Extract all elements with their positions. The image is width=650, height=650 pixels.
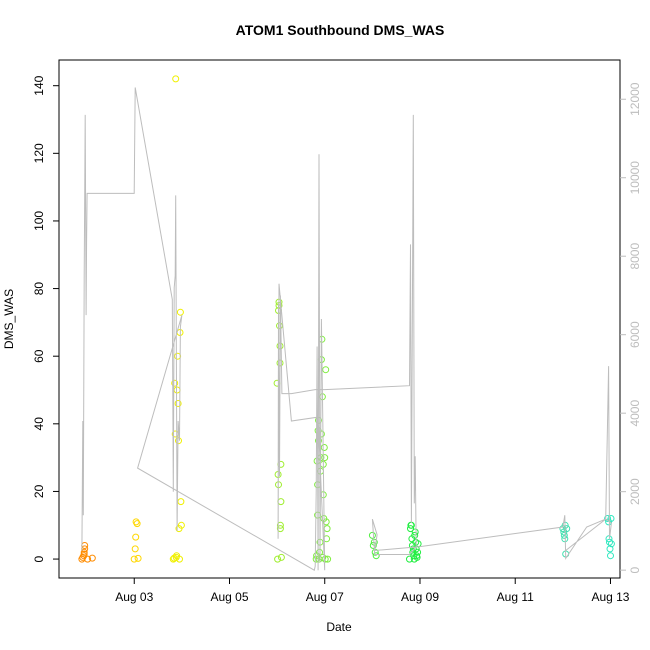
- altitude-line-layer: [81, 87, 612, 571]
- data-point: [88, 554, 96, 562]
- series-8: [604, 515, 615, 560]
- y-tick-label: 140: [32, 75, 46, 95]
- series-0: [78, 542, 96, 563]
- chart-title: ATOM1 Southbound DMS_WAS: [236, 22, 445, 38]
- y-tick-label: 20: [32, 484, 46, 498]
- y2-tick-label: 8000: [628, 243, 642, 270]
- y-axis-left: 0 20 40 60 80 100 120 140: [32, 75, 59, 562]
- series-1: [130, 518, 142, 563]
- data-point: [606, 545, 614, 553]
- data-point: [171, 379, 179, 387]
- data-point: [312, 555, 320, 563]
- data-point: [411, 528, 419, 536]
- data-point: [321, 555, 329, 563]
- series-layer: [78, 75, 615, 563]
- x-tick-label: Aug 07: [306, 590, 344, 604]
- data-point: [84, 555, 92, 563]
- data-point: [607, 515, 615, 522]
- data-point: [79, 553, 87, 561]
- x-tick-label: Aug 09: [401, 590, 439, 604]
- x-tick-label: Aug 11: [497, 590, 534, 604]
- data-point: [133, 520, 141, 528]
- data-point: [369, 542, 377, 549]
- data-point: [406, 555, 413, 563]
- data-point: [607, 540, 615, 548]
- data-point: [407, 525, 414, 533]
- data-point: [560, 531, 568, 539]
- y-tick-label: 120: [32, 143, 46, 163]
- data-point: [322, 366, 330, 374]
- data-point: [563, 525, 571, 533]
- data-point: [411, 531, 419, 539]
- plot-frame: [58, 59, 621, 579]
- data-point: [134, 554, 142, 562]
- series-6: [406, 521, 422, 563]
- data-point: [414, 548, 422, 556]
- data-point: [172, 75, 180, 83]
- y-tick-label: 80: [32, 282, 46, 296]
- data-point: [277, 553, 285, 561]
- y-tick-label: 60: [32, 349, 46, 363]
- y-tick-label: 100: [32, 211, 46, 231]
- x-tick-label: Aug 05: [210, 590, 248, 604]
- data-point: [80, 548, 88, 556]
- data-point: [604, 515, 612, 522]
- y2-tick-label: 0: [628, 567, 642, 574]
- x-tick-label: Aug 03: [115, 590, 153, 604]
- data-point: [320, 444, 328, 451]
- y-tick-label: 40: [32, 417, 46, 431]
- data-point: [131, 545, 139, 553]
- data-point: [174, 400, 182, 407]
- x-axis-label: Date: [326, 620, 352, 634]
- y2-tick-label: 12000: [628, 82, 642, 116]
- data-point: [606, 538, 613, 546]
- data-point: [372, 552, 380, 560]
- y-axis-label: DMS_WAS: [2, 289, 16, 349]
- data-point: [276, 521, 284, 529]
- y-axis-right: 0 2000 4000 6000 8000 10000 12000: [620, 82, 642, 574]
- x-tick-label: Aug 13: [591, 590, 629, 604]
- data-point: [413, 553, 421, 561]
- altitude-line: [81, 87, 612, 571]
- data-point: [130, 555, 138, 563]
- x-axis: Aug 03 Aug 05 Aug 07 Aug 09 Aug 11 Aug 13: [115, 578, 630, 604]
- data-point: [175, 437, 182, 445]
- data-point: [607, 552, 614, 560]
- data-point: [176, 555, 183, 563]
- y2-tick-label: 4000: [628, 400, 642, 427]
- data-point: [274, 555, 282, 563]
- data-point: [276, 525, 284, 533]
- data-point: [132, 518, 140, 526]
- data-point: [321, 454, 329, 462]
- y2-tick-label: 2000: [628, 478, 642, 505]
- data-point: [368, 531, 376, 539]
- y2-tick-label: 6000: [628, 321, 642, 348]
- data-point: [176, 308, 184, 316]
- data-point: [177, 498, 185, 506]
- data-point: [409, 545, 417, 553]
- data-point: [322, 518, 330, 526]
- data-point: [177, 521, 185, 529]
- y-tick-label: 0: [32, 555, 46, 562]
- y2-tick-label: 10000: [628, 161, 642, 195]
- data-point: [132, 533, 140, 541]
